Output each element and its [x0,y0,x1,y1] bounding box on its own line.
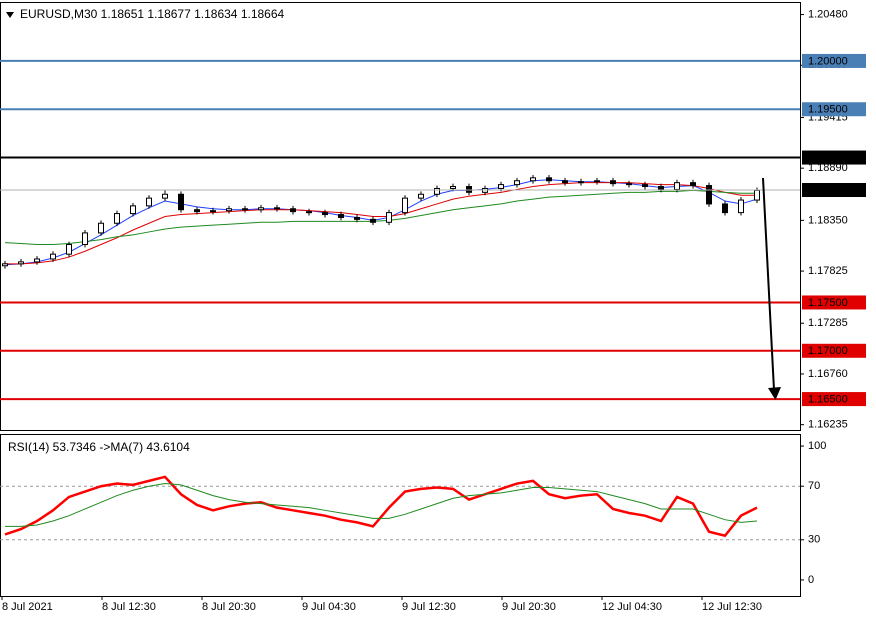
candle-body [194,209,200,213]
candle-body [322,212,328,216]
price-level-tag [802,150,866,165]
x-tick-label: 8 Jul 20:30 [202,601,256,613]
rsi-title: RSI(14) 53.7346 ->MA(7) 43.6104 [8,440,190,454]
candle-body [402,197,408,214]
y-tick-label: 30 [808,534,820,546]
candle-body [626,183,632,186]
candle-body [434,187,440,195]
candle-body [642,184,648,188]
y-tick-label: 1.16235 [808,419,848,431]
candle-body [674,182,680,190]
x-tick-label: 8 Jul 2021 [2,601,53,613]
candle-body [354,216,360,220]
price-level-label: 1.17500 [808,297,848,309]
price-level-tag [802,392,866,407]
candle-body [66,244,72,255]
candle-body [658,186,664,190]
candle-body [242,208,248,211]
candle-body [594,180,600,183]
candle-body [34,258,40,263]
x-tick-label: 9 Jul 04:30 [302,601,356,613]
y-tick-label: 1.17285 [808,317,848,329]
price-level-label: 1.17000 [808,345,848,357]
candle-body [418,193,424,199]
candle-body [498,184,504,189]
price-level-tag [802,53,866,68]
price-panel [0,2,801,431]
x-tick-label: 9 Jul 12:30 [402,601,456,613]
y-tick-label: 1.18350 [808,214,848,226]
price-level-label: 1.16500 [808,393,848,405]
rsi-line [5,483,758,527]
arrow-head [768,387,781,400]
candle-body [690,182,696,187]
price-level-tag [802,102,866,117]
x-tick-label: 12 Jul 12:30 [702,601,762,613]
y-tick-label: 1.16760 [808,368,848,380]
moving-average [5,182,757,265]
candle-body [370,218,376,223]
candle-body [450,186,456,189]
candle-body [114,213,120,224]
candle-body [162,193,168,199]
price-level-label: 1.19000 [808,152,848,164]
price-level-tag [802,343,866,358]
candle-body [578,181,584,184]
candle-body [18,261,24,265]
price-level-label: 1.19500 [808,104,848,116]
candle-body [514,180,520,186]
candle-body [226,208,232,212]
price-level-tag [802,183,866,198]
y-tick-label: 1.17825 [808,265,848,277]
candle-body [210,210,216,213]
price-level-label: 1.18664 [808,184,848,196]
candle-body [722,203,728,214]
candle-body [466,186,472,193]
candle-body [562,180,568,184]
forecast-arrow [762,177,775,391]
candle-body [2,263,8,267]
y-tick-label: 1.20480 [808,8,848,20]
candle-body [50,253,56,260]
candle-body [130,205,136,215]
candle-body [706,185,712,205]
candle-body [386,212,392,223]
x-tick-label: 8 Jul 12:30 [102,601,156,613]
candle-body [290,208,296,213]
rsi-panel [0,434,801,597]
x-tick-label: 12 Jul 04:30 [602,601,662,613]
candle-body [738,199,744,214]
candle-body [82,232,88,246]
plot-layer [0,59,800,541]
candle-body [530,177,536,182]
candle-body [146,197,152,207]
rsi-line [4,475,758,538]
price-level-tag [802,295,866,310]
y-tick-label: 1.18890 [808,162,848,174]
moving-average [4,189,757,246]
y-tick-label: 70 [808,480,820,492]
candle-body [178,193,184,211]
candle-body [754,189,760,201]
x-tick-label: 9 Jul 20:30 [502,601,556,613]
candle-body [258,207,264,211]
candle-body [306,211,312,214]
candle-body [98,222,104,234]
chart-title: EURUSD,M30 1.18651 1.18677 1.18634 1.186… [20,7,285,21]
candle-body [274,207,280,210]
price-level-label: 1.20000 [808,55,848,67]
y-tick-label: 100 [808,440,826,452]
candle-body [338,214,344,218]
candle-body [546,177,552,182]
candle-body [610,180,616,185]
y-tick-label: 0 [808,574,814,586]
collapse-icon [6,12,14,18]
